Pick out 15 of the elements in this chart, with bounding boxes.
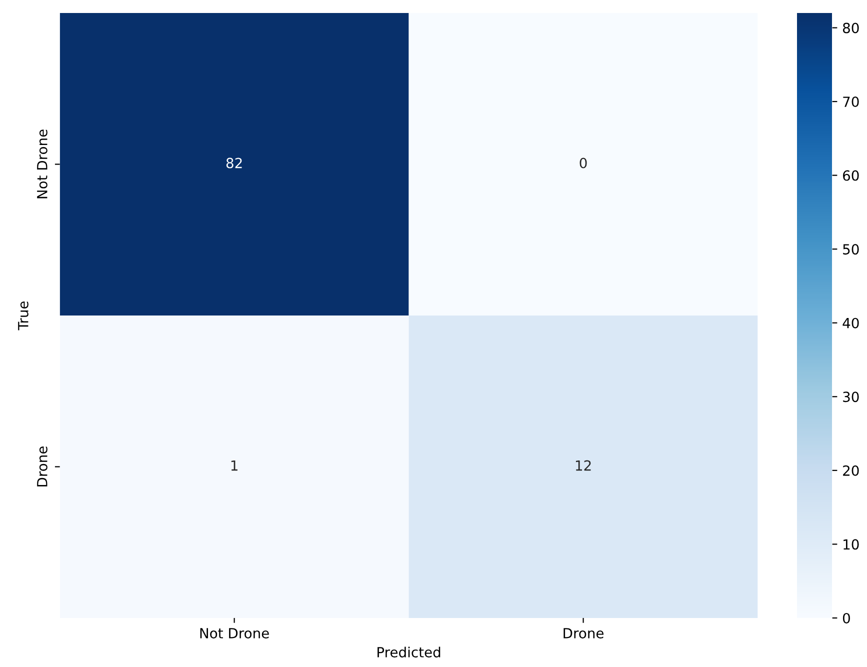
- data-label: 1: [231, 460, 238, 471]
- color-bar-label: 50: [843, 244, 859, 255]
- color-bar-label: 80: [842, 22, 859, 34]
- color-bar-label: 40: [842, 318, 859, 328]
- color-bar-label: 70: [843, 96, 859, 108]
- data-label: 82: [226, 158, 242, 168]
- y-axis-title: True: [18, 301, 28, 330]
- color-bar-label: 20: [843, 465, 859, 476]
- color-bar-label: 0: [842, 612, 850, 624]
- color-bar-label: 10: [844, 539, 859, 550]
- data-label: 0: [580, 158, 587, 168]
- data-label: 12: [576, 460, 591, 471]
- x-axis-title: Predicted: [378, 646, 440, 658]
- color-bar-label: 30: [843, 392, 859, 402]
- color-bar-label: 60: [843, 170, 859, 181]
